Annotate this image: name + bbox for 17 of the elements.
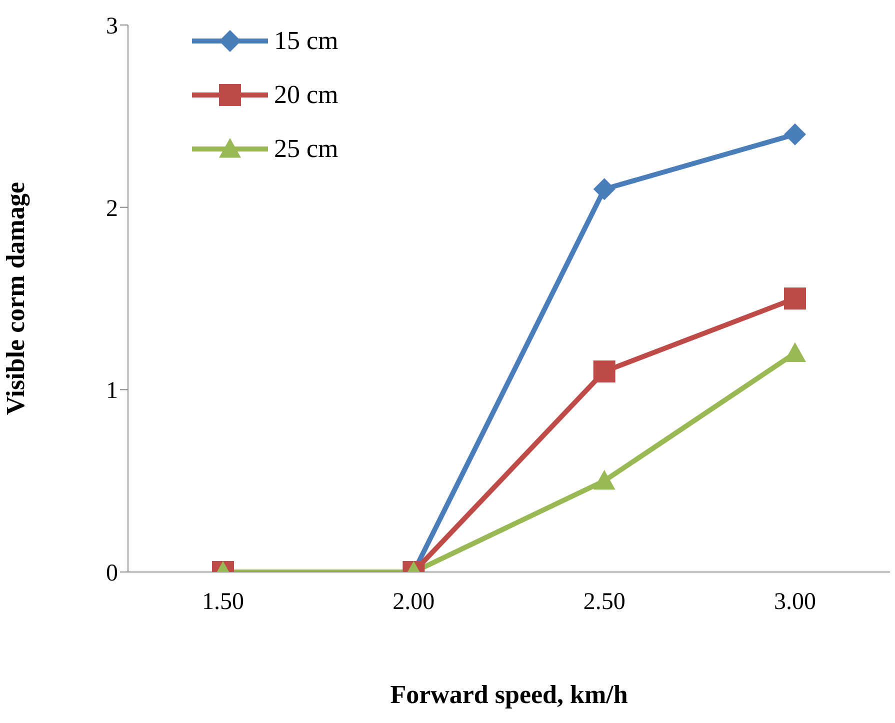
y-axis-title: Visible corm damage xyxy=(1,182,30,415)
y-tick-label: 3 xyxy=(106,14,118,40)
x-tick-label: 3.00 xyxy=(774,589,816,616)
x-tick-label: 1.50 xyxy=(202,589,244,616)
legend-label: 15 cm xyxy=(274,26,338,56)
point xyxy=(593,360,616,382)
y-tick-label: 0 xyxy=(106,560,118,587)
x-axis-title: Forward speed, km/h xyxy=(390,680,628,709)
point xyxy=(784,123,806,146)
point xyxy=(593,178,616,200)
y-tick-label: 1 xyxy=(106,378,118,404)
x-tick-label: 2.50 xyxy=(583,589,626,616)
legend-label: 25 cm xyxy=(274,134,338,164)
point xyxy=(784,288,806,310)
x-tick-label: 2.00 xyxy=(392,589,435,616)
y-tick-label: 2 xyxy=(106,196,118,222)
legend-label: 20 cm xyxy=(274,80,338,110)
